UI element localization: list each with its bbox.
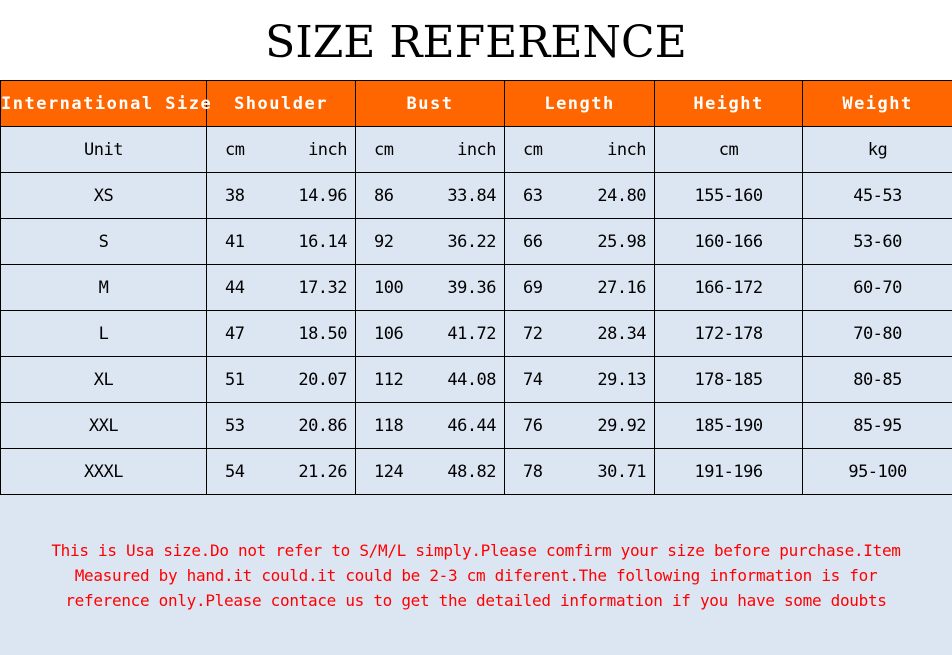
table-cell: 36.22 [430,218,506,265]
unit-cell: kg [802,126,952,173]
table-cell: 25.98 [579,218,656,265]
table-cell: 18.50 [281,310,357,357]
table-cell: 69 [504,264,580,311]
table-cell: 38 [206,172,282,219]
table-cell: 30.71 [579,448,656,495]
table-cell: 172-178 [654,310,804,357]
table-cell: 45-53 [802,172,952,219]
table-cell: 63 [504,172,580,219]
unit-cell: cm [355,126,431,173]
table-cell: 191-196 [654,448,804,495]
unit-row: Unit cm inch cm inch cm inch cm kg [0,126,952,173]
table-row: XL 51 20.07 112 44.08 74 29.13 178-185 80-85 [0,356,952,403]
table-cell: 44.08 [430,356,506,403]
table-cell: 178-185 [654,356,804,403]
header-cell: International Size [0,80,211,127]
table-cell: S [0,218,207,265]
disclaimer-note: This is Usa size.Do not refer to S/M/L s… [0,538,952,613]
table-row: XXXL 54 21.26 124 48.82 78 30.71 191-196 95-100 [0,448,952,495]
table-cell: 51 [206,356,282,403]
table-cell: 41 [206,218,282,265]
table-cell: 44 [206,264,282,311]
table-cell: 106 [355,310,431,357]
table-cell: 124 [355,448,431,495]
header-cell: Length [504,80,656,127]
table-cell: 72 [504,310,580,357]
table-cell: 118 [355,402,431,449]
table-cell: 21.26 [281,448,357,495]
table-cell: 41.72 [430,310,506,357]
table-cell: 155-160 [654,172,804,219]
table-cell: 53 [206,402,282,449]
table-cell: 53-60 [802,218,952,265]
table-cell: 66 [504,218,580,265]
table-cell: 20.07 [281,356,357,403]
table-row: M 44 17.32 100 39.36 69 27.16 166-172 60-70 [0,264,952,311]
table-cell: 100 [355,264,431,311]
table-cell: XS [0,172,207,219]
table-cell: 14.96 [281,172,357,219]
table-row: XXL 53 20.86 118 46.44 76 29.92 185-190 85-95 [0,402,952,449]
unit-cell: cm [206,126,282,173]
table-cell: 47 [206,310,282,357]
table-cell: 29.92 [579,402,656,449]
table-cell: 70-80 [802,310,952,357]
table-cell: 54 [206,448,282,495]
note-line: reference only.Please contace us to get … [65,591,887,610]
table-cell: 80-85 [802,356,952,403]
note-line: This is Usa size.Do not refer to S/M/L s… [51,541,901,560]
table-cell: 74 [504,356,580,403]
header-cell: Shoulder [205,80,357,127]
table-cell: 48.82 [430,448,506,495]
table-cell: 20.86 [281,402,357,449]
table-cell: 24.80 [579,172,656,219]
header-cell: Bust [355,80,506,127]
table-cell: L [0,310,207,357]
table-cell: 16.14 [281,218,357,265]
table-cell: 17.32 [281,264,357,311]
unit-cell: cm [654,126,804,173]
table-cell: 28.34 [579,310,656,357]
table-cell: 160-166 [654,218,804,265]
unit-cell: inch [281,126,357,173]
table-row: L 47 18.50 106 41.72 72 28.34 172-178 70-80 [0,310,952,357]
table-row: S 41 16.14 92 36.22 66 25.98 160-166 53-60 [0,218,952,265]
note-line: Measured by hand.it could.it could be 2-… [74,566,878,585]
table-cell: XXXL [0,448,207,495]
table-cell: 92 [355,218,431,265]
table-cell: 95-100 [802,448,952,495]
table-cell: 86 [355,172,431,219]
table-cell: 46.44 [430,402,506,449]
table-cell: 185-190 [654,402,804,449]
table-cell: 76 [504,402,580,449]
unit-cell: cm [504,126,580,173]
table-cell: 166-172 [654,264,804,311]
table-cell: 60-70 [802,264,952,311]
table-row: XS 38 14.96 86 33.84 63 24.80 155-160 45-53 [0,172,952,219]
header-cell: Weight [802,80,952,127]
table-cell: XXL [0,402,207,449]
table-cell: 27.16 [579,264,656,311]
page-title: SIZE REFERENCE [0,0,952,80]
table-cell: 29.13 [579,356,656,403]
unit-cell: Unit [0,126,207,173]
table-cell: 33.84 [430,172,506,219]
table-cell: 85-95 [802,402,952,449]
table-cell: 39.36 [430,264,506,311]
size-table: International Size Shoulder Bust Length Heig… [0,80,952,495]
unit-cell: inch [430,126,506,173]
table-cell: M [0,264,207,311]
table-cell: XL [0,356,207,403]
header-cell: Height [654,80,804,127]
unit-cell: inch [579,126,656,173]
table-cell: 78 [504,448,580,495]
table-cell: 112 [355,356,431,403]
header-row: International Size Shoulder Bust Length Heig… [0,80,952,127]
